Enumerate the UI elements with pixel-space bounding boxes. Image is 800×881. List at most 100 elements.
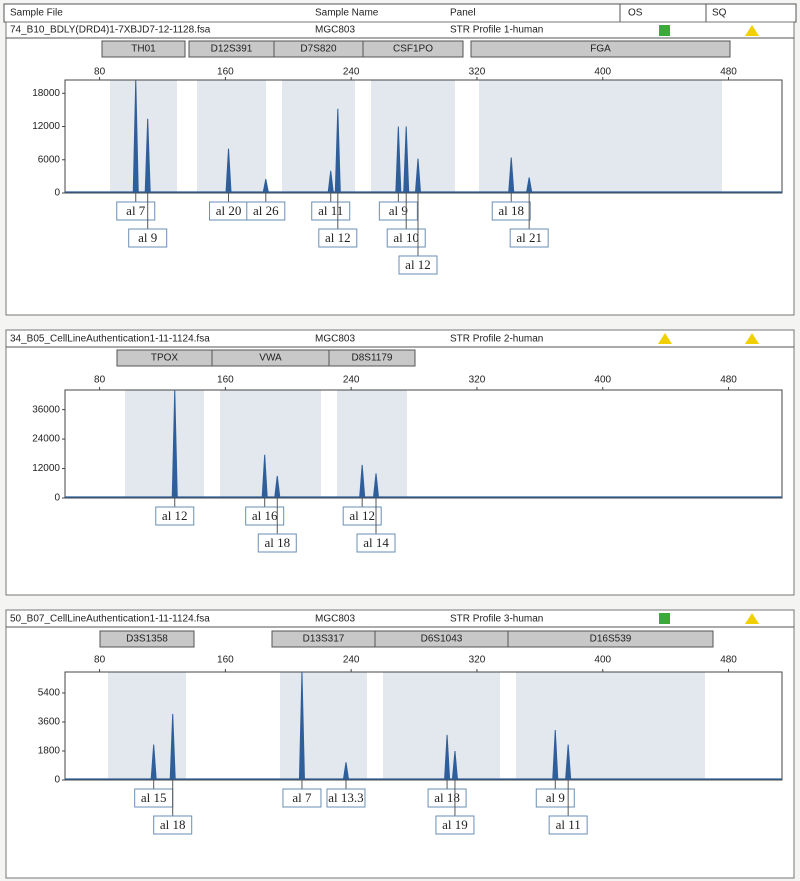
peak <box>334 108 341 193</box>
allele-label-box <box>427 788 467 808</box>
peak <box>444 734 451 780</box>
marker-box <box>99 630 195 648</box>
column-header: SQ <box>712 8 727 19</box>
x-tick-label: 320 <box>469 655 486 666</box>
marker-name: D6S1043 <box>421 634 463 645</box>
status-warning <box>658 333 672 344</box>
y-tick-label: 36000 <box>32 404 60 415</box>
marker-bin-band <box>282 80 355 193</box>
marker-name: TH01 <box>131 44 156 55</box>
allele-label-box <box>398 255 438 275</box>
peak <box>373 473 380 498</box>
marker-name: D3S1358 <box>126 634 168 645</box>
allele-label: al 11 <box>556 817 581 832</box>
allele-label-box <box>378 201 418 221</box>
plot-area <box>64 671 783 781</box>
allele-label-box <box>535 788 575 808</box>
status-warning <box>745 333 759 344</box>
allele-label-box <box>342 506 382 526</box>
x-tick-label: 320 <box>469 67 486 78</box>
allele-label: al 7 <box>292 790 312 805</box>
allele-label: al 21 <box>516 230 542 245</box>
sample-name: MGC803 <box>315 334 355 345</box>
peak <box>526 177 533 193</box>
marker-name: VWA <box>259 353 282 364</box>
x-tick-label: 400 <box>594 375 611 386</box>
peak <box>508 157 515 193</box>
sample-name: MGC803 <box>315 25 355 36</box>
header-row <box>3 3 797 23</box>
status-warning <box>745 25 759 36</box>
plot-area <box>64 79 783 194</box>
peak <box>451 750 458 780</box>
peak <box>261 454 268 498</box>
y-tick-label: 12000 <box>32 463 60 474</box>
column-header: Sample File <box>10 8 63 19</box>
peak <box>132 79 139 193</box>
allele-label-box <box>386 228 426 248</box>
y-tick-label: 3600 <box>38 717 61 728</box>
marker-name: D12S391 <box>211 44 253 55</box>
x-tick-label: 480 <box>720 67 737 78</box>
x-tick-label: 80 <box>94 67 106 78</box>
x-tick-label: 320 <box>469 375 486 386</box>
allele-label: al 9 <box>546 790 565 805</box>
allele-label: al 18 <box>264 535 290 550</box>
peak <box>395 126 402 193</box>
allele-label: al 7 <box>126 203 146 218</box>
marker-box <box>507 630 714 648</box>
allele-label: al 19 <box>442 817 468 832</box>
allele-label: al 13.3 <box>328 790 363 805</box>
x-tick-label: 160 <box>217 655 234 666</box>
status-ok <box>659 25 670 36</box>
marker-box <box>328 349 416 367</box>
x-tick-label: 480 <box>720 655 737 666</box>
marker-bin-band <box>337 390 407 498</box>
sample-name: MGC803 <box>315 614 355 625</box>
peak <box>403 126 410 193</box>
x-tick-label: 160 <box>217 67 234 78</box>
x-tick-label: 160 <box>217 375 234 386</box>
allele-label-box <box>245 506 285 526</box>
x-tick-label: 80 <box>94 655 106 666</box>
allele-label: al 16 <box>252 508 278 523</box>
marker-name: D13S317 <box>303 634 345 645</box>
x-tick-label: 480 <box>720 375 737 386</box>
marker-box <box>101 40 186 58</box>
x-tick-label: 240 <box>343 375 360 386</box>
marker-bin-band <box>371 80 455 193</box>
y-tick-label: 1800 <box>38 746 61 757</box>
allele-label: al 12 <box>162 508 188 523</box>
peak <box>298 671 305 780</box>
peak <box>327 170 334 193</box>
sample-file: 50_B07_CellLineAuthentication1-11-1124.f… <box>10 614 210 625</box>
peak <box>262 179 269 193</box>
allele-label-box <box>246 201 286 221</box>
allele-label-box <box>128 228 168 248</box>
plot-area <box>64 389 783 499</box>
marker-name: CSF1PO <box>393 44 433 55</box>
y-tick-label: 12000 <box>32 121 60 132</box>
peak <box>171 389 178 498</box>
marker-bin-band <box>383 672 500 780</box>
sample-file: 74_B10_BDLY(DRD4)1-7XBJD7-12-1128.fsa <box>10 25 211 36</box>
column-header: OS <box>628 8 643 19</box>
marker-box <box>362 40 464 58</box>
y-tick-label: 0 <box>54 493 60 504</box>
marker-name: FGA <box>590 44 611 55</box>
x-tick-label: 240 <box>343 67 360 78</box>
allele-label-box <box>326 788 366 808</box>
allele-label-box <box>282 788 322 808</box>
x-tick-label: 400 <box>594 67 611 78</box>
marker-bin-band <box>516 672 705 780</box>
marker-box <box>470 40 731 58</box>
peak <box>225 148 232 193</box>
status-warning <box>745 613 759 624</box>
allele-label: al 9 <box>389 203 408 218</box>
peak <box>169 713 176 780</box>
column-header: Sample Name <box>315 8 379 19</box>
peak <box>552 730 559 780</box>
peak <box>150 744 157 780</box>
